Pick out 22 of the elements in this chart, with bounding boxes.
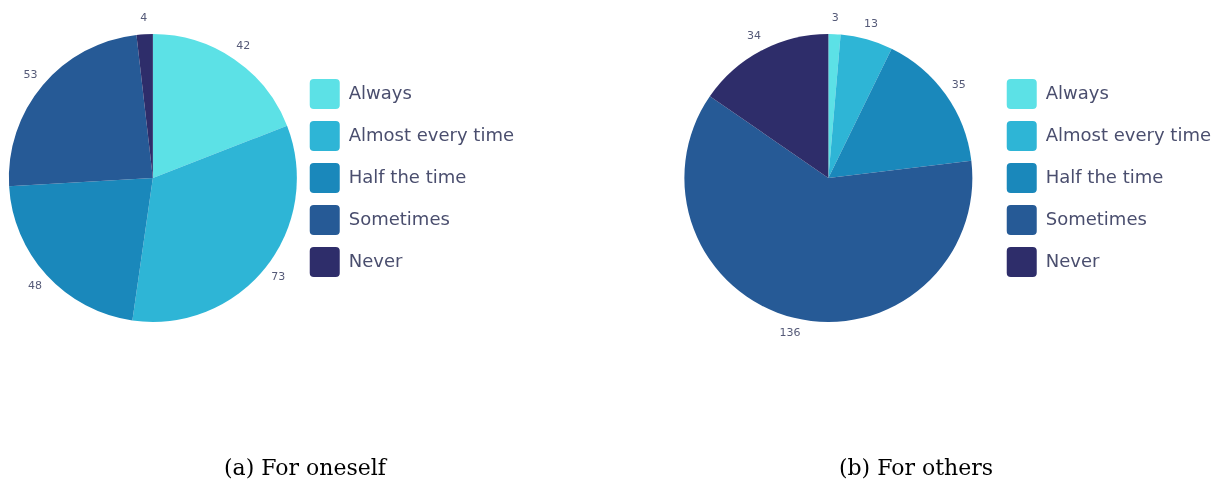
data-label: 4 <box>140 11 148 25</box>
data-label: 13 <box>864 16 879 30</box>
data-label: 42 <box>236 38 251 52</box>
data-label: 3 <box>831 11 839 24</box>
legend-label: Sometimes <box>348 207 450 229</box>
legend-label: Half the time <box>348 165 467 187</box>
legend-label: Never <box>1045 249 1100 271</box>
legend-label: Never <box>348 249 403 271</box>
legend-label: Half the time <box>1045 165 1164 187</box>
legend-label: Sometimes <box>1045 207 1147 229</box>
data-label: 73 <box>271 270 286 284</box>
data-label: 53 <box>23 67 38 81</box>
legend-label: Always <box>1045 81 1109 103</box>
text: (b) For others <box>837 455 995 480</box>
data-label: 34 <box>747 29 762 43</box>
text: (a) For oneself <box>223 455 389 480</box>
data-label: 35 <box>951 78 966 92</box>
data-label: 136 <box>779 326 801 340</box>
legend-label: Almost every time <box>348 123 514 145</box>
data-label: 48 <box>27 279 42 293</box>
legend-label: Almost every time <box>1045 123 1211 145</box>
legend-label: Always <box>348 81 412 103</box>
